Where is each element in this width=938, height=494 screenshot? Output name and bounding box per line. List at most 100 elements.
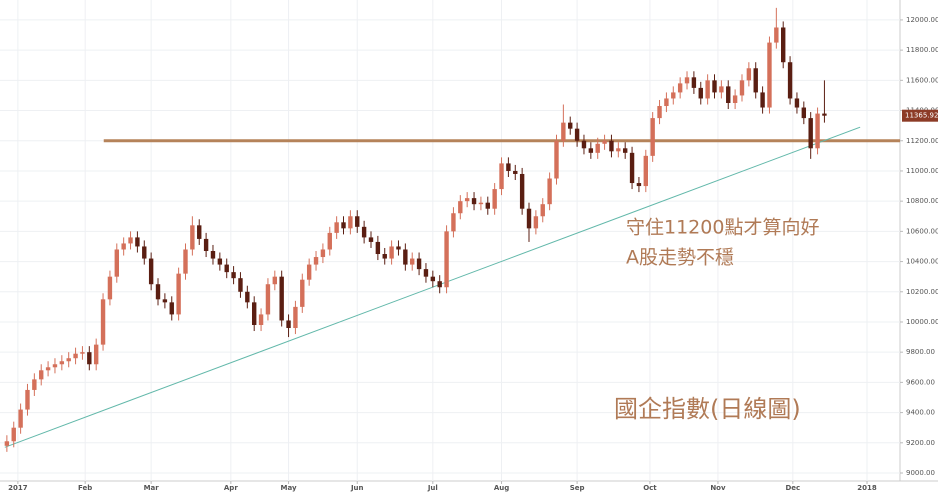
candle-body — [59, 361, 65, 365]
candle-body — [334, 222, 339, 233]
candle-body — [712, 80, 717, 93]
candle-body — [588, 148, 594, 153]
y-tick-label: 10800.00 — [906, 197, 938, 205]
candle-body — [416, 258, 422, 270]
candle-body — [423, 269, 429, 277]
candle-body — [815, 113, 820, 149]
y-tick-label: 12000.00 — [906, 16, 938, 24]
candle-body — [107, 276, 113, 300]
x-tick-label: 2017 — [8, 484, 28, 492]
candle-body — [348, 216, 353, 229]
candle-body — [320, 249, 326, 258]
candle-body — [183, 249, 188, 274]
candle-body — [93, 344, 99, 365]
candle-body — [787, 62, 793, 99]
candle-body — [726, 86, 731, 103]
candle-body — [643, 155, 649, 187]
candle-body — [499, 163, 504, 190]
candle-body — [533, 216, 539, 229]
candle-body — [622, 148, 628, 153]
candle-body — [148, 258, 154, 285]
candle-body — [114, 249, 119, 277]
candle-body — [629, 152, 635, 184]
candle-body — [100, 299, 106, 345]
candle-body — [540, 204, 545, 217]
candle-body — [478, 202, 484, 205]
candle-body — [671, 92, 676, 99]
candle-body — [547, 178, 552, 205]
candle-body — [698, 87, 703, 99]
annotation: 守住11200點才算向好 — [626, 217, 819, 239]
candle-body — [705, 80, 710, 99]
candle-body — [753, 68, 758, 93]
candle-body — [361, 226, 367, 238]
y-tick-label: 10400.00 — [906, 258, 938, 266]
candle-body — [506, 163, 511, 171]
candle-body — [224, 264, 229, 273]
candle-body — [746, 68, 752, 81]
x-tick-label: Feb — [78, 484, 92, 492]
price-label: 11365.92 — [905, 112, 938, 120]
y-tick-label: 10200.00 — [906, 288, 938, 296]
candle-body — [464, 198, 470, 202]
candle-body — [664, 98, 669, 107]
candle-body — [526, 208, 532, 229]
candle-body — [142, 246, 147, 259]
candle-body — [238, 278, 243, 292]
candle-body — [561, 122, 566, 141]
candle-body — [458, 201, 463, 214]
x-tick-label: Apr — [224, 484, 238, 492]
candle-body — [45, 367, 51, 371]
x-tick-label: Dec — [785, 484, 800, 492]
candle-body — [251, 302, 257, 325]
candle-body — [300, 279, 305, 307]
candle-body — [128, 237, 133, 244]
y-tick-label: 9800.00 — [906, 348, 935, 356]
y-tick-label: 11000.00 — [906, 167, 938, 175]
candle-body — [375, 241, 381, 255]
candle-body — [410, 258, 415, 265]
candle-body — [794, 98, 800, 108]
candle-body — [677, 83, 683, 93]
candle-body — [739, 80, 745, 96]
candle-body — [121, 243, 126, 250]
y-tick-label: 11800.00 — [906, 46, 938, 54]
candle-body — [293, 306, 298, 329]
x-tick-label: Jul — [427, 484, 438, 492]
candle-body — [169, 302, 174, 315]
candle-body — [341, 222, 346, 229]
candle-body — [485, 202, 490, 209]
candle-body — [609, 140, 614, 152]
candle-body — [389, 246, 394, 259]
candle-body — [313, 257, 319, 265]
candle-body — [176, 273, 181, 315]
candle-body — [781, 27, 786, 63]
candle-body — [801, 107, 807, 119]
candle-body — [73, 353, 78, 359]
x-tick-label: Nov — [710, 484, 726, 492]
candle-body — [574, 128, 580, 141]
y-tick-label: 10600.00 — [906, 227, 938, 235]
price-tag — [902, 109, 938, 122]
candle-body — [52, 364, 58, 368]
candle-body — [430, 276, 436, 282]
candle-body — [650, 118, 655, 156]
x-tick-label: 2018 — [857, 484, 877, 492]
candle-body — [492, 189, 497, 209]
candle-body — [80, 352, 85, 354]
y-tick-label: 10000.00 — [906, 318, 938, 326]
candle-body — [602, 140, 607, 144]
candle-body — [636, 183, 642, 187]
y-tick-label: 11600.00 — [906, 76, 938, 84]
candle-body — [203, 238, 209, 251]
candle-body — [732, 95, 738, 103]
candle-body — [210, 250, 216, 259]
candle-body — [513, 170, 518, 174]
y-tick-label: 11200.00 — [906, 137, 938, 145]
candle-body — [719, 86, 724, 93]
candle-body — [822, 113, 827, 116]
candle-body — [451, 213, 456, 232]
candle-body — [25, 389, 30, 410]
candle-body — [197, 225, 202, 239]
